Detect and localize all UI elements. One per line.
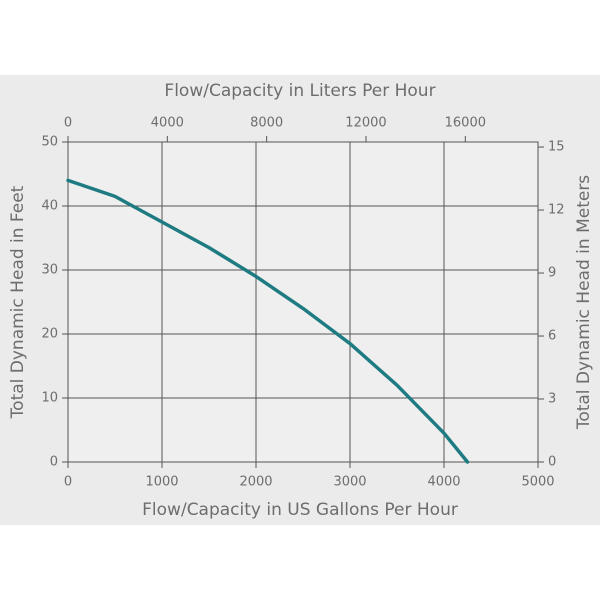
y-tick-label: 40 xyxy=(41,199,58,214)
y2-tick-label: 0 xyxy=(548,455,556,470)
y-tick-label: 20 xyxy=(41,327,58,342)
x2-tick-label: 12000 xyxy=(345,116,386,131)
pump-curve xyxy=(66,178,470,464)
right-axis-title: Total Dynamic Head in Meters xyxy=(574,175,594,430)
y-tick-label: 10 xyxy=(41,391,58,406)
y2-tick-label: 15 xyxy=(548,140,565,155)
plot-border xyxy=(67,141,539,463)
y-tick-label: 50 xyxy=(41,135,58,150)
plot-area xyxy=(68,142,538,462)
y2-tick-label: 12 xyxy=(548,203,565,218)
y-tick-label: 0 xyxy=(50,455,58,470)
left-axis-title: Total Dynamic Head in Feet xyxy=(8,185,28,419)
x-tick-label: 3000 xyxy=(333,475,366,490)
x-tick-label: 1000 xyxy=(145,475,178,490)
y2-tick-label: 3 xyxy=(548,392,556,407)
x2-tick-label: 8000 xyxy=(250,116,283,131)
x2-tick-label: 16000 xyxy=(445,116,486,131)
y2-tick-label: 6 xyxy=(548,329,556,344)
bottom-axis-title: Flow/Capacity in US Gallons Per Hour xyxy=(142,500,458,520)
x2-tick-label: 0 xyxy=(64,116,72,131)
x-tick-label: 0 xyxy=(64,475,72,490)
x2-tick-label: 4000 xyxy=(151,116,184,131)
x-tick-label: 2000 xyxy=(239,475,272,490)
top-axis-title: Flow/Capacity in Liters Per Hour xyxy=(164,81,435,101)
y2-tick-label: 9 xyxy=(548,266,556,281)
x-tick-label: 5000 xyxy=(521,475,554,490)
y-tick-label: 30 xyxy=(41,263,58,278)
x-tick-label: 4000 xyxy=(427,475,460,490)
